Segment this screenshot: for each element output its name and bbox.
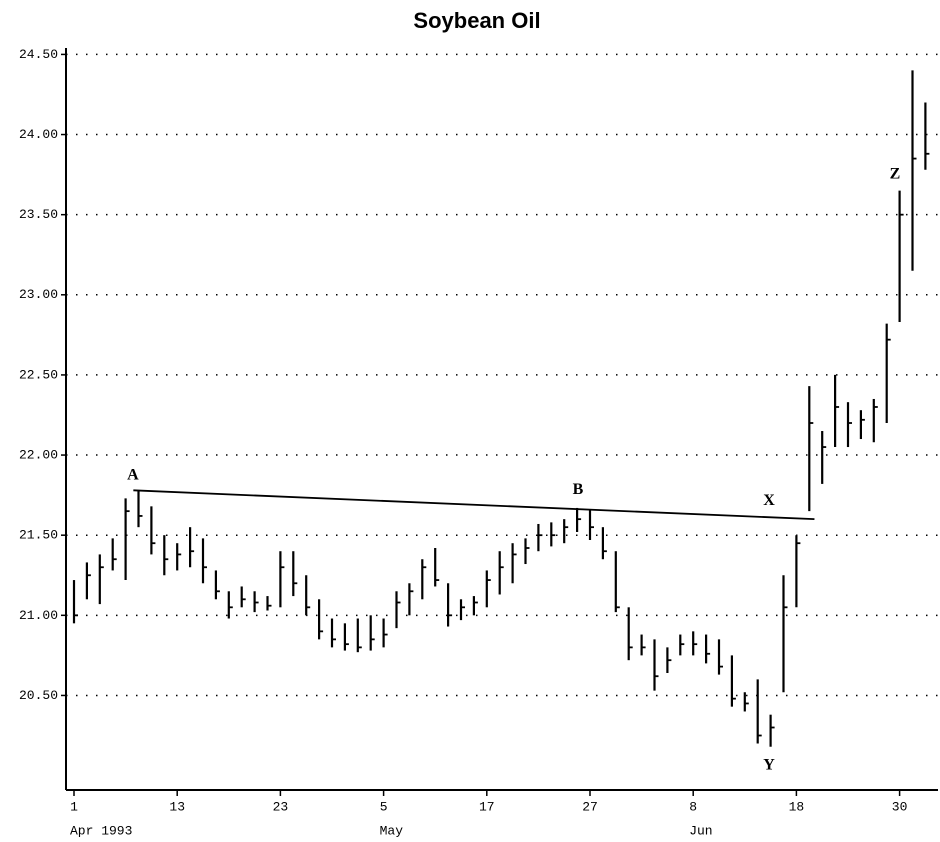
annotation: B	[573, 481, 584, 498]
chart-title: Soybean Oil	[413, 8, 540, 33]
month-label: Apr 1993	[70, 823, 132, 838]
y-tick-label: 24.00	[19, 127, 58, 142]
y-tick-label: 23.50	[19, 207, 58, 222]
x-tick-label: 30	[892, 799, 908, 814]
x-tick-label: 8	[689, 799, 697, 814]
annotation: A	[127, 467, 139, 484]
x-tick-label: 23	[273, 799, 289, 814]
y-tick-label: 24.50	[19, 47, 58, 62]
y-tick-label: 22.50	[19, 367, 58, 382]
x-tick-label: 18	[789, 799, 805, 814]
annotation: X	[763, 492, 775, 509]
y-tick-label: 21.00	[19, 608, 58, 623]
annotation: Z	[890, 165, 901, 182]
x-tick-label: 5	[380, 799, 388, 814]
trendline	[133, 489, 815, 521]
x-tick-label: 17	[479, 799, 495, 814]
y-tick-label: 20.50	[19, 688, 58, 703]
x-tick-label: 13	[169, 799, 185, 814]
month-label: May	[380, 823, 404, 838]
y-tick-label: 23.00	[19, 287, 58, 302]
y-tick-label: 22.00	[19, 447, 58, 462]
x-tick-label: 1	[70, 799, 78, 814]
y-tick-label: 21.50	[19, 528, 58, 543]
month-label: Jun	[689, 823, 712, 838]
x-tick-label: 27	[582, 799, 598, 814]
annotation: Y	[763, 757, 775, 774]
